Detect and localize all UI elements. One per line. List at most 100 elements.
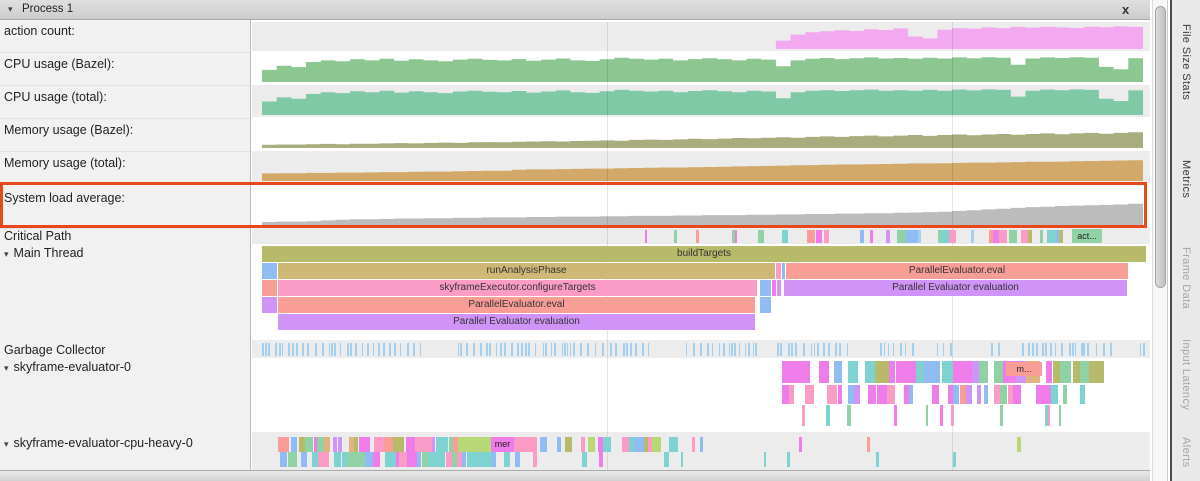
- row-label-memory-usage-total: Memory usage (total):: [4, 156, 126, 170]
- track-block: [565, 437, 573, 452]
- labeled-block-act-[interactable]: act...: [1072, 229, 1102, 243]
- track-block: [1022, 343, 1025, 356]
- track-block: [1036, 343, 1038, 356]
- track-block: [262, 343, 264, 356]
- collapse-triangle-icon[interactable]: ▾: [4, 249, 9, 259]
- track-block: [748, 343, 751, 356]
- side-tab-file-size-stats[interactable]: File Size Stats: [1180, 24, 1192, 101]
- flame-segment[interactable]: [777, 280, 781, 296]
- row-label-main-thread[interactable]: ▾ Main Thread: [4, 246, 83, 260]
- track-block: [1095, 343, 1098, 356]
- track-block: [839, 343, 842, 356]
- labeled-block[interactable]: [514, 437, 537, 452]
- flame-segment[interactable]: [782, 263, 785, 279]
- track-block: [515, 452, 521, 467]
- flame-segment[interactable]: [262, 297, 277, 313]
- track-block: [967, 361, 972, 383]
- track-block: [354, 437, 359, 452]
- metric-chart-system-load-average: [262, 203, 1143, 225]
- flame-segment[interactable]: [262, 280, 277, 296]
- flame-segment-parallelevaluator-eval[interactable]: ParallelEvaluator.eval: [786, 263, 1128, 279]
- track-block: [332, 437, 337, 452]
- flame-segment-parallelevaluator-eval[interactable]: ParallelEvaluator.eval: [278, 297, 755, 313]
- track-block: [597, 437, 603, 452]
- flame-segment-runanalysisphase[interactable]: runAnalysisPhase: [278, 263, 775, 279]
- track-block: [1072, 343, 1074, 356]
- row-label-skyframe-evaluator-cpu-heavy-0[interactable]: ▾ skyframe-evaluator-cpu-heavy-0: [4, 436, 193, 450]
- flame-segment[interactable]: [776, 263, 781, 279]
- track-block: [998, 361, 1004, 383]
- track-block: [1044, 343, 1047, 356]
- flame-segment[interactable]: [772, 280, 776, 296]
- track-block: [791, 343, 794, 356]
- horizontal-scrollbar[interactable]: [0, 470, 1150, 481]
- track-block: [292, 343, 294, 356]
- track-block: [399, 343, 402, 356]
- track-block: [557, 437, 562, 452]
- track-block: [651, 437, 661, 452]
- close-icon[interactable]: x: [1122, 2, 1130, 17]
- flame-segment[interactable]: [760, 297, 771, 313]
- side-tab-alerts[interactable]: Alerts: [1180, 437, 1192, 468]
- track-block: [984, 385, 988, 404]
- track-block: [723, 343, 726, 356]
- track-block: [833, 361, 842, 383]
- labeled-block-text: act...: [1077, 231, 1097, 241]
- flame-segment-label: Parallel Evaluator evaluation: [892, 282, 1019, 293]
- track-block: [317, 437, 325, 452]
- labeled-block[interactable]: [458, 437, 491, 452]
- track-block: [916, 361, 925, 383]
- row-label-text: CPU usage (total):: [4, 90, 107, 104]
- row-separator: [0, 228, 250, 229]
- track-block: [782, 385, 789, 404]
- track-block: [673, 230, 678, 243]
- track-block: [997, 343, 1000, 356]
- track-block: [960, 385, 966, 404]
- labeled-block-m-[interactable]: m...: [1006, 362, 1042, 376]
- process-header[interactable]: ▾ Process 1 x: [0, 0, 1150, 20]
- track-block: [925, 405, 928, 426]
- track-block: [896, 361, 908, 383]
- flame-segment-skyframeexecutor-configuretargets[interactable]: skyframeExecutor.configureTargets: [278, 280, 757, 296]
- track-block: [905, 230, 911, 243]
- track-block: [569, 343, 572, 356]
- track-block: [900, 343, 903, 356]
- flame-segment-label: skyframeExecutor.configureTargets: [439, 282, 596, 293]
- side-tab-metrics[interactable]: Metrics: [1180, 160, 1192, 199]
- vertical-scrollbar-thumb[interactable]: [1155, 6, 1166, 288]
- track-block: [304, 437, 314, 452]
- process-title: Process 1: [22, 3, 74, 15]
- track-block: [877, 385, 887, 404]
- flame-segment[interactable]: [262, 263, 277, 279]
- labeled-block-mer[interactable]: mer: [491, 437, 514, 452]
- track-critical-path[interactable]: [252, 228, 1150, 244]
- collapse-triangle-icon[interactable]: ▾: [4, 439, 9, 449]
- track-block: [924, 361, 940, 383]
- track-block: [1032, 343, 1034, 356]
- collapse-triangle-icon[interactable]: ▾: [4, 363, 9, 373]
- row-label-skyframe-evaluator-0[interactable]: ▾ skyframe-evaluator-0: [4, 360, 131, 374]
- side-tab-frame-data[interactable]: Frame Data: [1180, 247, 1192, 310]
- track-block: [1059, 230, 1063, 243]
- side-tab-input-latency[interactable]: Input Latency: [1180, 339, 1192, 411]
- flame-segment-parallel-evaluator-evaluation[interactable]: Parallel Evaluator evaluation: [278, 314, 755, 330]
- track-block: [278, 437, 283, 452]
- track-block: [333, 452, 341, 467]
- collapse-triangle-icon[interactable]: ▾: [8, 4, 13, 14]
- metric-chart-action-count: [262, 26, 1143, 49]
- track-block: [265, 343, 268, 356]
- track-block: [1003, 230, 1007, 243]
- track-block: [457, 343, 460, 356]
- flame-segment[interactable]: [760, 280, 771, 296]
- track-block: [763, 452, 766, 467]
- track-block: [452, 452, 457, 467]
- track-block: [1072, 361, 1080, 383]
- track-block: [819, 361, 830, 383]
- track-block: [482, 452, 493, 467]
- vertical-scrollbar[interactable]: [1152, 0, 1168, 481]
- flame-segment-parallel-evaluator-evaluation[interactable]: Parallel Evaluator evaluation: [784, 280, 1127, 296]
- flame-segment-buildtargets[interactable]: buildTargets: [262, 246, 1146, 262]
- track-block: [283, 437, 289, 452]
- track-block: [735, 230, 738, 243]
- track-block: [733, 343, 736, 356]
